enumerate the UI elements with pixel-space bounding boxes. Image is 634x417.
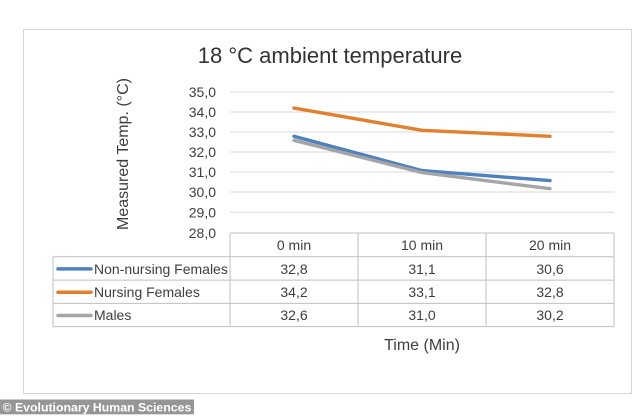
svg-text:35,0: 35,0	[189, 84, 216, 100]
svg-text:31,0: 31,0	[408, 307, 435, 323]
svg-text:Time (Min): Time (Min)	[384, 337, 460, 354]
svg-text:Non-nursing Females: Non-nursing Females	[94, 261, 228, 277]
svg-text:33,1: 33,1	[408, 284, 435, 300]
svg-text:18 °C ambient temperature: 18 °C ambient temperature	[198, 43, 462, 68]
svg-text:30,0: 30,0	[189, 184, 216, 200]
svg-text:© Evolutionary Human Sciences: © Evolutionary Human Sciences	[3, 400, 192, 414]
svg-text:32,6: 32,6	[280, 307, 307, 323]
svg-text:Measured Temp. (°C): Measured Temp. (°C)	[115, 78, 132, 230]
svg-text:Nursing Females: Nursing Females	[94, 284, 200, 300]
svg-text:32,0: 32,0	[189, 144, 216, 160]
svg-text:Males: Males	[94, 307, 131, 323]
svg-text:34,0: 34,0	[189, 104, 216, 120]
svg-text:30,6: 30,6	[536, 261, 563, 277]
svg-text:32,8: 32,8	[536, 284, 563, 300]
svg-text:32,8: 32,8	[280, 261, 307, 277]
svg-text:31,1: 31,1	[408, 261, 435, 277]
svg-text:31,0: 31,0	[189, 164, 216, 180]
svg-text:34,2: 34,2	[280, 284, 307, 300]
svg-text:0 min: 0 min	[277, 237, 311, 253]
svg-text:33,0: 33,0	[189, 124, 216, 140]
svg-text:29,0: 29,0	[189, 205, 216, 221]
svg-text:10 min: 10 min	[401, 237, 443, 253]
svg-text:20 min: 20 min	[529, 237, 571, 253]
svg-text:28,0: 28,0	[189, 225, 216, 241]
svg-text:30,2: 30,2	[536, 307, 563, 323]
